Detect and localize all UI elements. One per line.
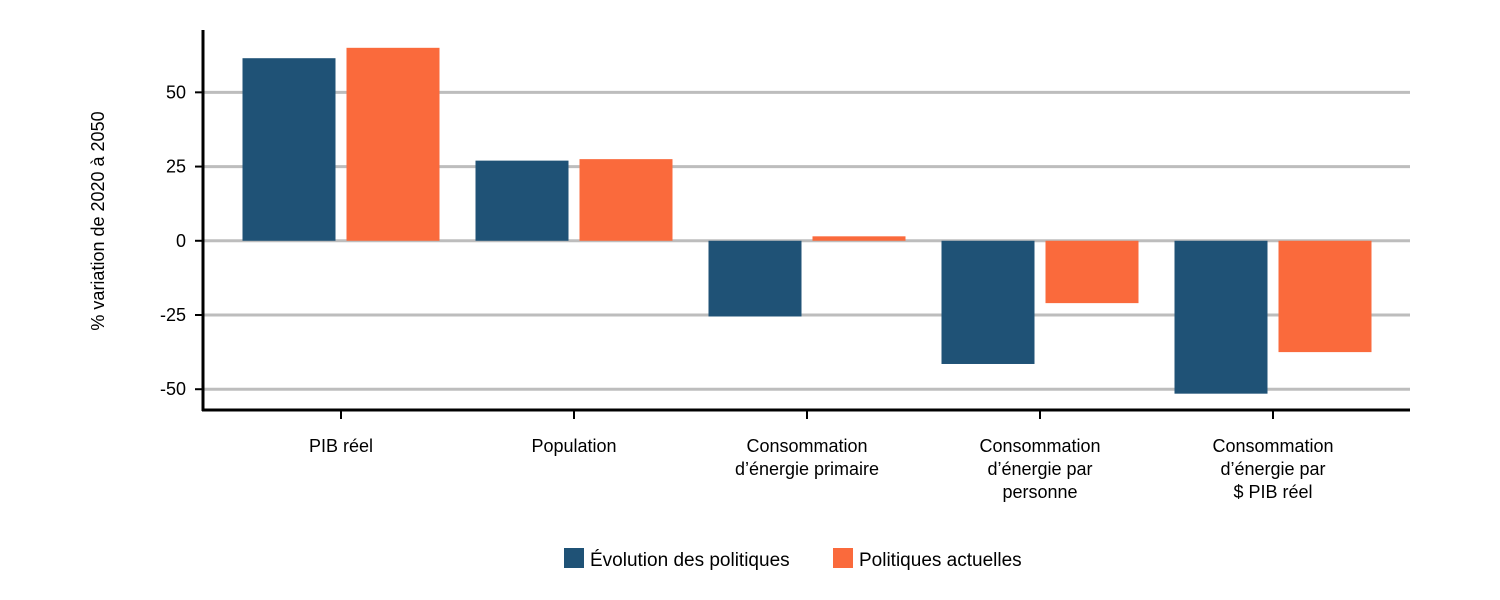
x-category-label: personne (1002, 482, 1077, 502)
axes (195, 30, 1410, 419)
x-category-label: d’énergie par (987, 459, 1092, 479)
y-tick-label: 25 (166, 157, 186, 177)
y-tick-label: -50 (160, 379, 186, 399)
x-category-label: Consommation (746, 436, 867, 456)
x-category-label: Consommation (1212, 436, 1333, 456)
legend-swatch-actuelles (833, 548, 853, 568)
bar-evolution (708, 240, 802, 317)
bar-actuelles (1045, 240, 1139, 304)
bar-evolution (475, 160, 569, 241)
x-category-label: Population (531, 436, 616, 456)
x-category-label: d’énergie par (1220, 459, 1325, 479)
x-category-label: Consommation (979, 436, 1100, 456)
x-category-labels: PIB réel Population Consommation d’énergie … (309, 436, 1334, 502)
legend-label-actuelles: Politiques actuelles (859, 550, 1022, 571)
x-category-label: d’énergie primaire (735, 459, 879, 479)
bar-actuelles (812, 236, 906, 241)
x-category-label: PIB réel (309, 436, 373, 456)
y-tick-label: 0 (176, 231, 186, 251)
bar-evolution (941, 240, 1035, 364)
bar-evolution (242, 58, 336, 241)
x-category-label: $ PIB réel (1233, 482, 1312, 502)
bar-actuelles (1278, 240, 1372, 353)
y-tick-label: -25 (160, 305, 186, 325)
y-tick-label: 50 (166, 82, 186, 102)
y-axis-title: % variation de 2020 à 2050 (88, 111, 108, 330)
bar-actuelles (346, 47, 440, 241)
bars (242, 47, 1372, 394)
legend: Évolution des politiques Politiques actue… (564, 548, 1022, 571)
y-tick-labels: 50 25 0 -25 -50 (160, 82, 186, 399)
legend-label-evolution: Évolution des politiques (590, 550, 790, 571)
bar-evolution (1174, 240, 1268, 394)
bar-actuelles (579, 159, 673, 241)
legend-swatch-evolution (564, 548, 584, 568)
